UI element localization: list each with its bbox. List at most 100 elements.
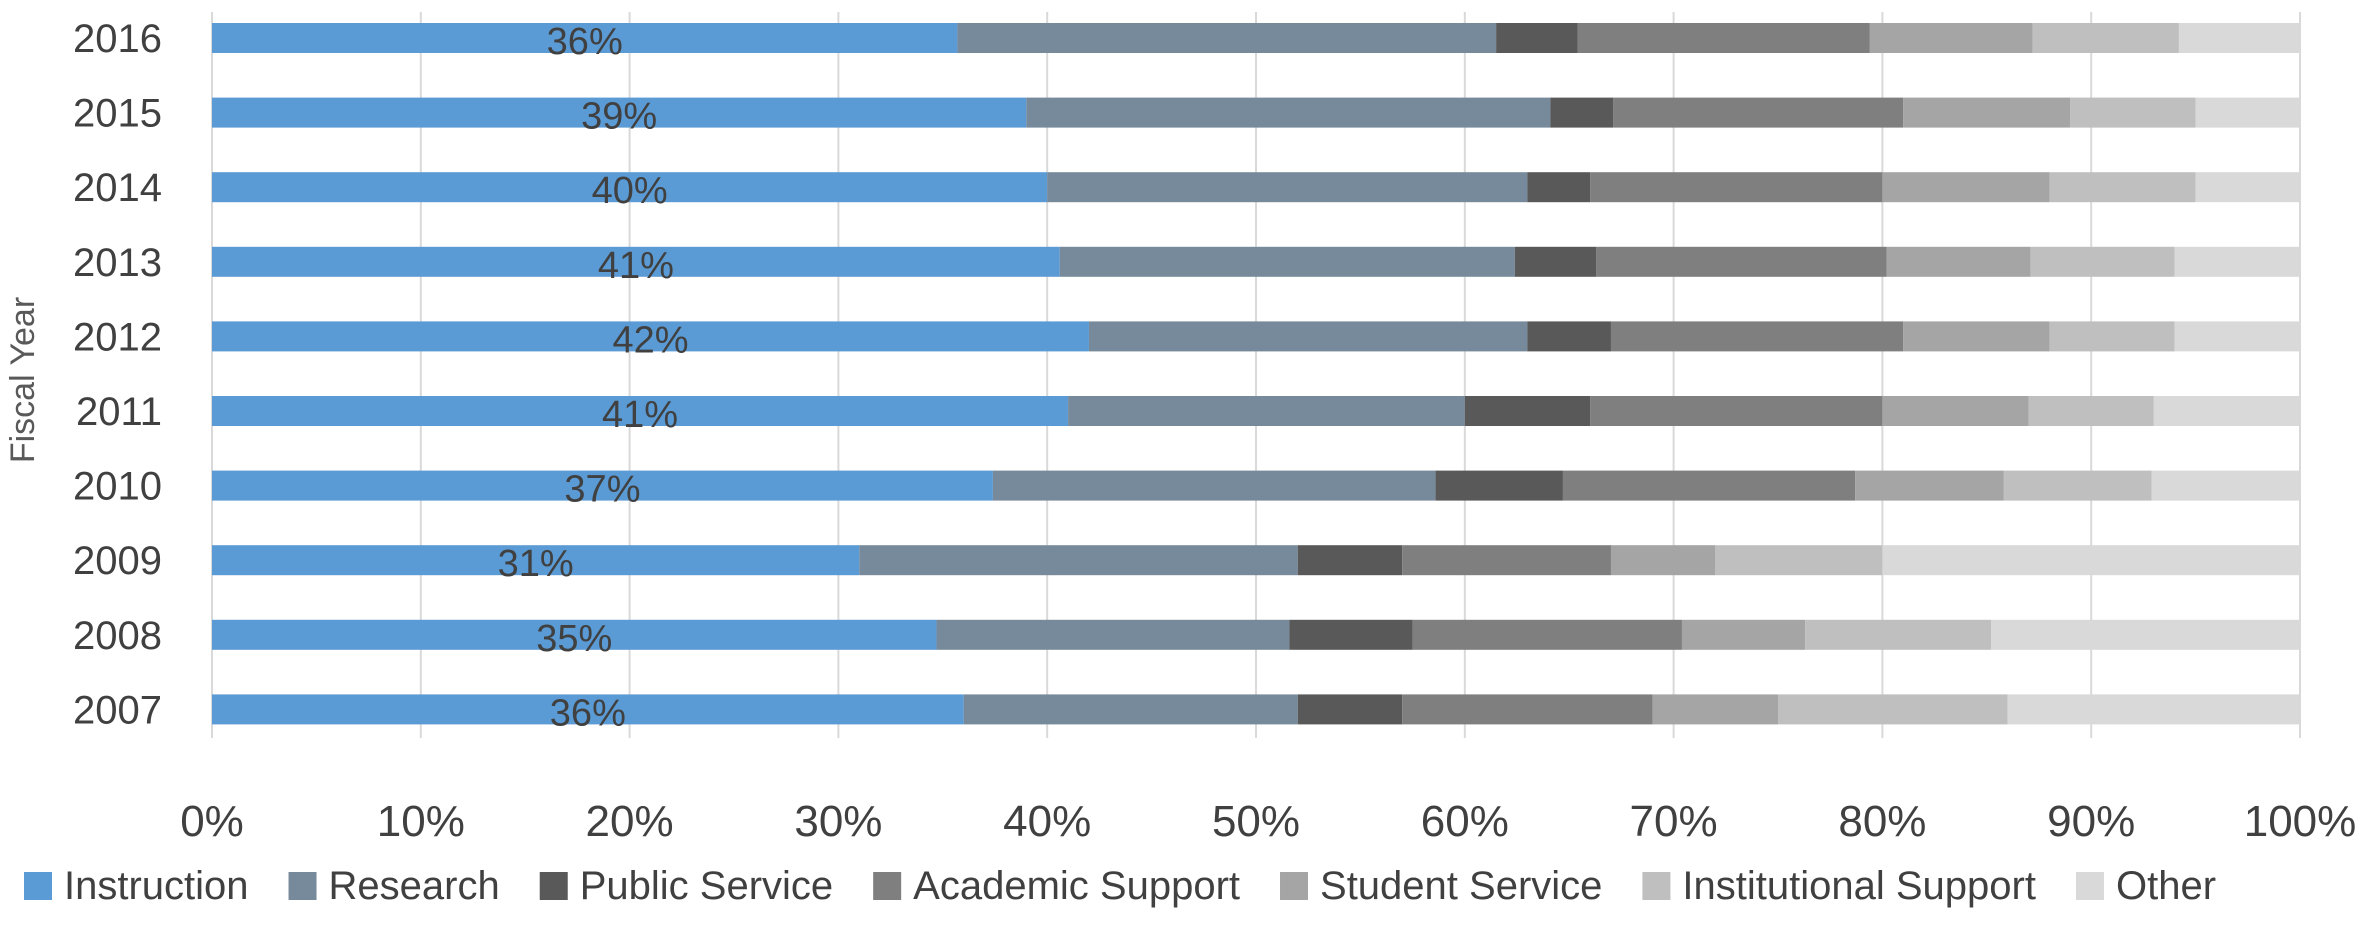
- bar-segment: [1297, 694, 1403, 725]
- data-label: 35%: [536, 618, 612, 660]
- y-tick-label: 2015: [73, 92, 162, 136]
- legend-item: Research: [288, 864, 500, 908]
- bar-segment: [212, 545, 860, 576]
- x-tick-label: 30%: [794, 797, 882, 846]
- bar-segment: [1289, 619, 1413, 650]
- bar-segment: [2174, 246, 2300, 277]
- legend-label: Public Service: [580, 864, 833, 908]
- y-axis-ticks: 2016 2015 2014 2013 2012 2011 2010 2009 2008 2007: [73, 17, 162, 732]
- bar-segment: [212, 97, 1027, 128]
- bar-segment: [2153, 396, 2300, 426]
- bar-segment: [1869, 23, 2033, 53]
- bar-segment: [2174, 321, 2300, 352]
- bar-segment: [1590, 396, 1883, 426]
- y-tick-label: 2008: [73, 614, 162, 658]
- bar-segment: [936, 619, 1290, 650]
- legend-swatch: [1280, 872, 1309, 900]
- bar-segment: [1068, 396, 1465, 426]
- bar-segment: [2195, 97, 2300, 128]
- bar-segment: [1903, 97, 2071, 128]
- x-tick-label: 0%: [180, 797, 244, 846]
- data-label: 42%: [612, 319, 688, 361]
- bar-segment: [2049, 172, 2196, 203]
- gridlines: [211, 12, 2301, 738]
- legend-item: Student Service: [1280, 864, 1602, 908]
- legend-label: Institutional Support: [1682, 864, 2036, 908]
- legend-swatch: [2075, 872, 2104, 900]
- x-tick-label: 40%: [1003, 797, 1091, 846]
- legend-label: Instruction: [64, 864, 249, 908]
- data-labels: 36% 39% 40% 41% 42% 41% 37% 31% 35% 36%: [498, 21, 689, 734]
- x-tick-label: 70%: [1630, 797, 1718, 846]
- bar-segment: [1514, 246, 1597, 277]
- bar-segment: [1550, 97, 1614, 128]
- bar-segment: [2032, 23, 2179, 53]
- bar-segment: [1562, 470, 1856, 501]
- y-tick-label: 2016: [73, 17, 162, 61]
- x-tick-label: 100%: [2244, 797, 2357, 846]
- bar-segment: [992, 470, 1436, 501]
- bar-segment: [2007, 694, 2300, 725]
- bar-segment: [212, 470, 993, 501]
- bar-segment: [1527, 172, 1591, 203]
- legend-label: Research: [329, 864, 500, 908]
- legend-swatch: [1642, 872, 1671, 900]
- bar-segment: [1715, 545, 1883, 576]
- bar-segment: [2049, 321, 2175, 352]
- legend-item: Academic Support: [873, 864, 1240, 908]
- legend-item: Public Service: [539, 864, 833, 908]
- bar-segment: [2070, 97, 2196, 128]
- legend-item: Institutional Support: [1642, 864, 2036, 908]
- y-tick-label: 2009: [73, 539, 162, 583]
- legend-label: Academic Support: [913, 864, 1240, 908]
- y-tick-label: 2007: [73, 688, 162, 732]
- bar-segment: [1855, 470, 2004, 501]
- bar-segment: [1590, 172, 1883, 203]
- bar-segment: [1882, 396, 2029, 426]
- x-axis-ticks: 0% 10% 20% 30% 40% 50% 60% 70% 80% 90% 100%: [180, 797, 2356, 846]
- bar-segment: [2030, 246, 2175, 277]
- legend-item: Other: [2075, 864, 2216, 908]
- bar-segment: [212, 23, 958, 53]
- bar-segment: [1778, 694, 2008, 725]
- bar-segment: [1681, 619, 1806, 650]
- legend-swatch: [539, 872, 568, 900]
- y-tick-label: 2010: [73, 465, 162, 509]
- data-label: 41%: [602, 394, 678, 436]
- bar-segment: [1652, 694, 1778, 725]
- x-tick-label: 20%: [586, 797, 674, 846]
- bar-segment: [212, 694, 964, 725]
- legend: Instruction Research Public Service Academi…: [24, 864, 2216, 908]
- bar-segment: [1412, 619, 1682, 650]
- bar-segment: [1903, 321, 2050, 352]
- bars: [212, 23, 2300, 725]
- x-tick-label: 10%: [377, 797, 465, 846]
- bar-segment: [212, 396, 1069, 426]
- bar-segment: [1610, 545, 1716, 576]
- bar-segment: [1496, 23, 1578, 53]
- x-tick-label: 50%: [1212, 797, 1300, 846]
- legend-swatch: [288, 872, 317, 900]
- y-tick-label: 2012: [73, 315, 162, 359]
- bar-segment: [957, 23, 1497, 53]
- bar-segment: [1402, 545, 1611, 576]
- bar-segment: [1613, 97, 1904, 128]
- bar-segment: [2195, 172, 2300, 203]
- x-tick-label: 80%: [1838, 797, 1926, 846]
- legend-swatch: [24, 872, 52, 900]
- bar-segment: [1435, 470, 1563, 501]
- bar-segment: [2178, 23, 2300, 53]
- bar-segment: [212, 321, 1089, 352]
- legend-label: Other: [2116, 864, 2216, 908]
- x-tick-label: 60%: [1421, 797, 1509, 846]
- bar-segment: [1059, 246, 1515, 277]
- y-tick-label: 2014: [73, 166, 162, 210]
- data-label: 37%: [564, 469, 640, 511]
- bar-segment: [859, 545, 1298, 576]
- bar-segment: [1886, 246, 2031, 277]
- bar-segment: [212, 619, 937, 650]
- bar-segment: [1805, 619, 1991, 650]
- bar-segment: [1026, 97, 1551, 128]
